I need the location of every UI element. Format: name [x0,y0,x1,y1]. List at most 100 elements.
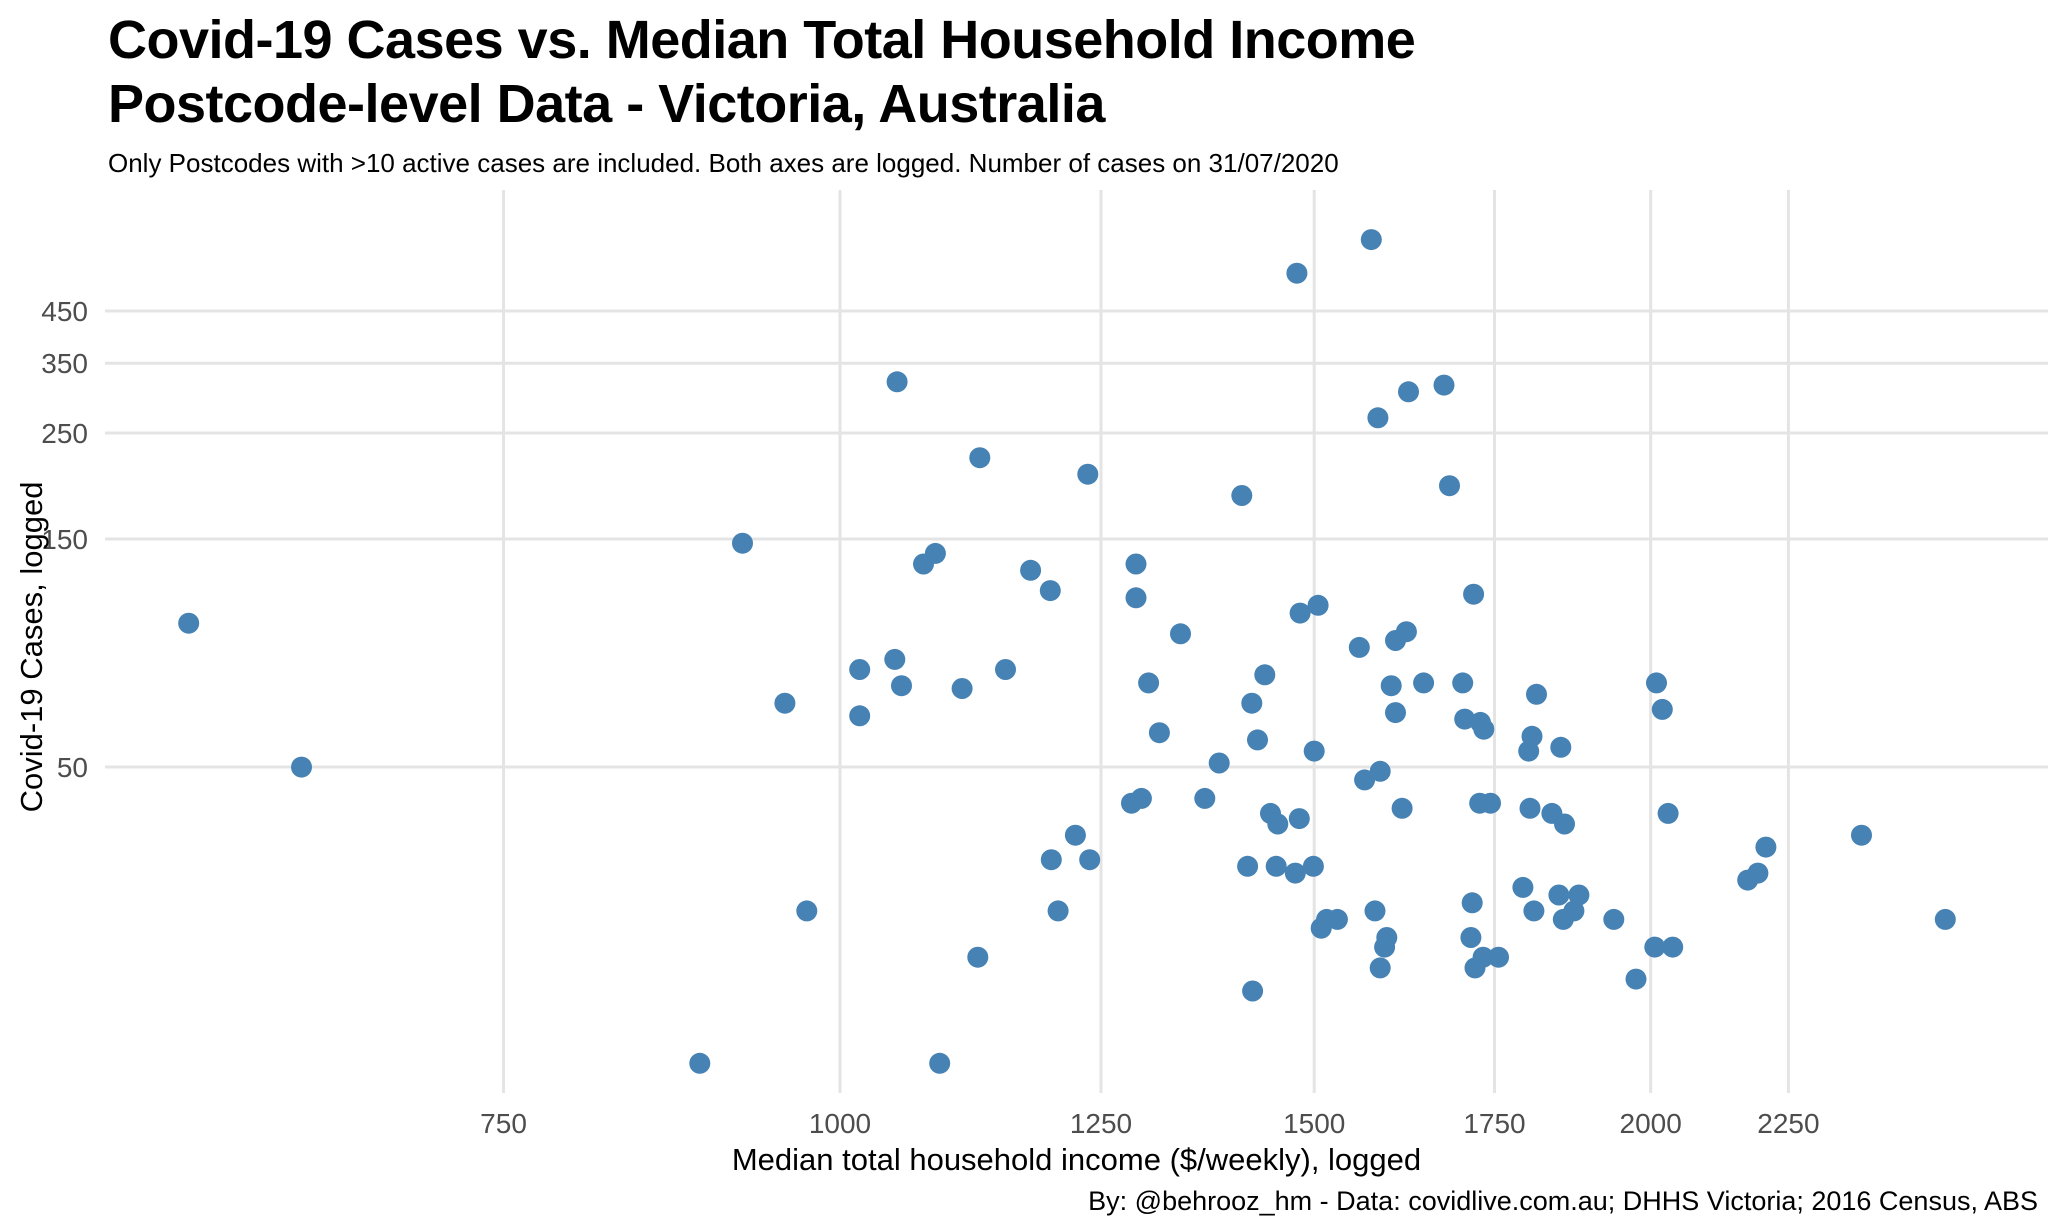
data-point [1644,936,1666,958]
x-tick-label: 750 [480,1108,527,1139]
chart-caption: By: @behrooz_hm - Data: covidlive.com.au… [1088,1186,2038,1216]
data-point [1130,787,1152,809]
data-point [1747,862,1769,884]
data-point [1254,664,1276,686]
data-point [1391,797,1413,819]
data-point [995,659,1016,680]
data-point [1554,813,1575,835]
data-point [1369,957,1391,979]
data-point [1138,672,1160,694]
data-point [1385,630,1406,651]
x-tick-label: 1250 [1070,1108,1132,1139]
y-tick-label: 350 [41,348,88,379]
data-point [1398,381,1419,403]
data-point [1473,718,1495,740]
data-point [1231,485,1253,506]
data-point [1512,876,1534,898]
chart-title: Covid-19 Cases vs. Median Total Househol… [108,10,1416,134]
data-point [886,371,908,393]
data-point [1354,769,1376,791]
data-point [951,678,973,699]
data-point [1267,813,1289,835]
data-point [1657,802,1679,824]
data-point [1194,787,1216,809]
data-point [1463,583,1485,605]
y-tick-label: 450 [41,296,88,327]
data-point [884,648,906,670]
data-point [1523,900,1545,922]
data-point [967,946,989,968]
data-point [732,532,753,554]
data-point [1367,407,1389,429]
data-point [774,692,796,714]
x-tick-label: 1000 [809,1108,871,1139]
data-point [891,675,912,697]
data-point [1651,698,1673,720]
data-point [969,447,991,469]
data-point [1039,580,1061,602]
x-tick-label: 2250 [1757,1108,1819,1139]
y-tick-label: 250 [41,418,88,449]
data-point [1307,594,1329,616]
data-point [1265,855,1287,877]
data-point [1454,708,1476,730]
data-point [291,756,312,778]
data-point [1568,884,1590,906]
data-point [1125,553,1147,575]
data-point [1242,980,1264,1002]
data-point [1548,884,1570,906]
data-point [1125,587,1147,609]
data-point [1380,675,1402,697]
y-tick-label: 50 [57,752,88,783]
data-point [1460,927,1482,948]
data-point [1020,559,1042,581]
y-tick-label: 150 [41,524,88,555]
data-point [1170,623,1191,645]
data-point [1413,672,1435,694]
data-point [1288,808,1310,830]
data-point [1148,722,1170,744]
data-point [1433,374,1455,396]
data-point [1303,740,1325,762]
data-point [1064,824,1086,846]
data-point [1364,900,1386,922]
data-point [1237,855,1259,877]
data-point [1488,946,1509,968]
data-point [1310,917,1332,939]
data-point [1208,752,1230,774]
data-point [1360,229,1382,251]
y-axis-title: Covid-19 Cases, logged [14,481,49,813]
data-point [1464,957,1486,979]
x-tick-label: 2000 [1620,1108,1682,1139]
x-tick-label: 1500 [1283,1108,1345,1139]
data-point [929,1052,951,1074]
data-point [1079,849,1101,871]
data-point [1247,729,1268,751]
data-point [1439,475,1460,497]
data-point [1348,636,1370,658]
data-point [1369,760,1391,782]
data-point [1040,849,1062,871]
data-point [1563,900,1585,922]
x-axis-title: Median total household income ($/weekly)… [731,1142,1422,1177]
data-point [1047,900,1069,922]
data-point [1603,908,1625,930]
data-point [1934,908,1956,930]
data-point [913,553,934,575]
data-point [849,705,871,727]
data-point [849,659,871,680]
data-point [1326,908,1348,930]
data-point [1519,797,1541,819]
data-point [1461,892,1483,914]
data-point [1385,702,1406,724]
data-point [1286,262,1308,284]
data-point [1289,602,1311,624]
data-point [1302,855,1324,877]
data-point [1241,692,1263,714]
chart-subtitle: Only Postcodes with >10 active cases are… [108,148,1339,178]
data-point [1077,463,1099,485]
data-point [1452,672,1474,694]
data-point [1851,824,1872,846]
